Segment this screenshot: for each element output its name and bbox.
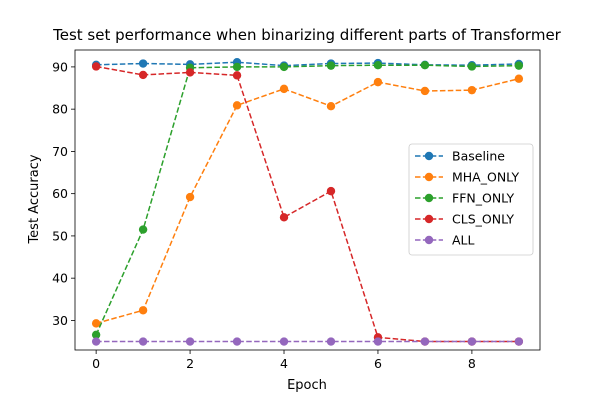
data-point [514, 61, 524, 70]
series-line-mha-only [95, 78, 520, 325]
legend-label: CLS_ONLY [452, 212, 514, 227]
data-point [185, 68, 195, 77]
plot-area: 0 2 4 6 8 30 40 50 60 70 80 90 [52, 49, 541, 371]
data-point [138, 70, 148, 80]
data-point [232, 101, 242, 110]
x-tick-label: 2 [186, 356, 194, 371]
y-tick-label: 40 [52, 271, 68, 286]
x-tick-label: 4 [280, 356, 288, 371]
data-point [420, 61, 430, 70]
chart-title: Test set performance when binarizing dif… [52, 26, 562, 44]
data-point [138, 306, 148, 315]
data-point [185, 337, 195, 346]
series-line-baseline [96, 61, 519, 67]
legend-label: FFN_ONLY [452, 191, 514, 206]
y-tick-label: 80 [52, 102, 68, 117]
legend-marker [424, 193, 434, 203]
data-point [373, 77, 383, 87]
data-point [91, 319, 101, 328]
data-point [232, 337, 242, 346]
data-point [138, 225, 148, 234]
y-tick-label: 90 [52, 59, 68, 74]
y-tick-label: 60 [52, 186, 68, 201]
data-point [326, 186, 336, 196]
y-tick-label: 70 [52, 144, 68, 159]
legend: Baseline MHA_ONLY FFN_ONLY CLS_ONLY ALL [408, 143, 534, 256]
data-point [467, 337, 477, 346]
legend-marker [424, 235, 434, 245]
data-point [185, 192, 195, 202]
data-point [232, 71, 242, 80]
data-point [91, 337, 101, 346]
data-point [279, 84, 289, 94]
data-point [279, 337, 289, 346]
legend-marker [424, 151, 434, 161]
x-tick-label: 0 [92, 356, 100, 371]
data-point [514, 337, 524, 346]
data-point [91, 330, 101, 339]
data-point [138, 59, 148, 68]
series-line-ffn-only [95, 64, 519, 336]
data-point [420, 86, 430, 96]
data-point [373, 337, 383, 346]
data-point [420, 337, 430, 346]
legend-label: Baseline [452, 149, 505, 164]
y-tick-label: 50 [52, 228, 68, 243]
x-tick-label: 6 [374, 356, 382, 371]
data-point [279, 62, 289, 72]
data-point [232, 62, 242, 72]
y-tick-label: 30 [52, 313, 68, 328]
x-axis-label: Epoch [287, 378, 327, 393]
legend-label: ALL [452, 233, 475, 248]
data-point [373, 61, 383, 70]
y-axis-label: Test Accuracy [27, 154, 42, 244]
legend-box [408, 143, 534, 256]
x-tick-label: 8 [468, 356, 476, 371]
axes-frame [74, 49, 541, 351]
data-point [279, 213, 289, 222]
legend-label: MHA_ONLY [452, 170, 519, 185]
data-point [138, 337, 148, 346]
data-point [467, 85, 477, 95]
data-point [326, 337, 336, 346]
legend-marker [424, 214, 434, 224]
data-point [91, 62, 101, 71]
data-point [326, 101, 336, 111]
data-point [467, 62, 477, 71]
data-point [326, 61, 336, 70]
data-point [514, 74, 524, 83]
legend-marker [424, 172, 434, 182]
